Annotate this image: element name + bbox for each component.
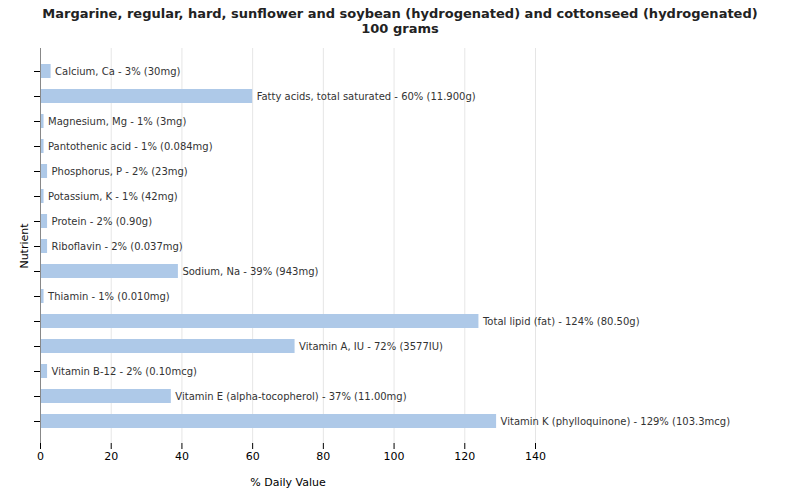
svg-text:80: 80	[316, 450, 330, 463]
svg-text:% Daily Value: % Daily Value	[250, 476, 326, 489]
svg-text:100: 100	[384, 450, 405, 463]
svg-text:40: 40	[175, 450, 189, 463]
svg-text:Protein - 2% (0.90g): Protein - 2% (0.90g)	[52, 216, 153, 227]
svg-text:Vitamin A, IU - 72% (3577IU): Vitamin A, IU - 72% (3577IU)	[299, 341, 443, 352]
svg-text:Vitamin K (phylloquinone) - 12: Vitamin K (phylloquinone) - 129% (103.3m…	[501, 416, 731, 427]
svg-text:20: 20	[104, 450, 118, 463]
svg-text:Magnesium, Mg - 1% (3mg): Magnesium, Mg - 1% (3mg)	[48, 116, 186, 127]
svg-text:Vitamin E (alpha-tocopherol) -: Vitamin E (alpha-tocopherol) - 37% (11.0…	[175, 391, 406, 402]
html-text:Margarine, regular, hard, sunf: Margarine, regular, hard, sunflower and …	[42, 6, 758, 36]
svg-text:Phosphorus, P - 2% (23mg): Phosphorus, P - 2% (23mg)	[52, 166, 188, 177]
svg-text:0: 0	[37, 450, 44, 463]
svg-text:Total lipid (fat) - 124% (80.5: Total lipid (fat) - 124% (80.50g)	[482, 316, 640, 327]
svg-text:Sodium, Na - 39% (943mg): Sodium, Na - 39% (943mg)	[182, 266, 318, 277]
svg-text:140: 140	[525, 450, 546, 463]
svg-text:Thiamin - 1% (0.010mg): Thiamin - 1% (0.010mg)	[47, 291, 170, 302]
svg-text:60: 60	[246, 450, 260, 463]
svg-text:Riboflavin - 2% (0.037mg): Riboflavin - 2% (0.037mg)	[52, 241, 183, 252]
svg-text:Vitamin B-12 - 2% (0.10mcg): Vitamin B-12 - 2% (0.10mcg)	[52, 366, 197, 377]
svg-text:Nutrient: Nutrient	[18, 223, 31, 269]
svg-text:Calcium, Ca - 3% (30mg): Calcium, Ca - 3% (30mg)	[55, 66, 180, 77]
svg-text:Potassium, K - 1% (42mg): Potassium, K - 1% (42mg)	[48, 191, 178, 202]
svg-text:Fatty acids, total saturated -: Fatty acids, total saturated - 60% (11.9…	[257, 91, 476, 102]
svg-text:120: 120	[454, 450, 475, 463]
svg-text:Pantothenic acid - 1% (0.084mg: Pantothenic acid - 1% (0.084mg)	[48, 141, 213, 152]
